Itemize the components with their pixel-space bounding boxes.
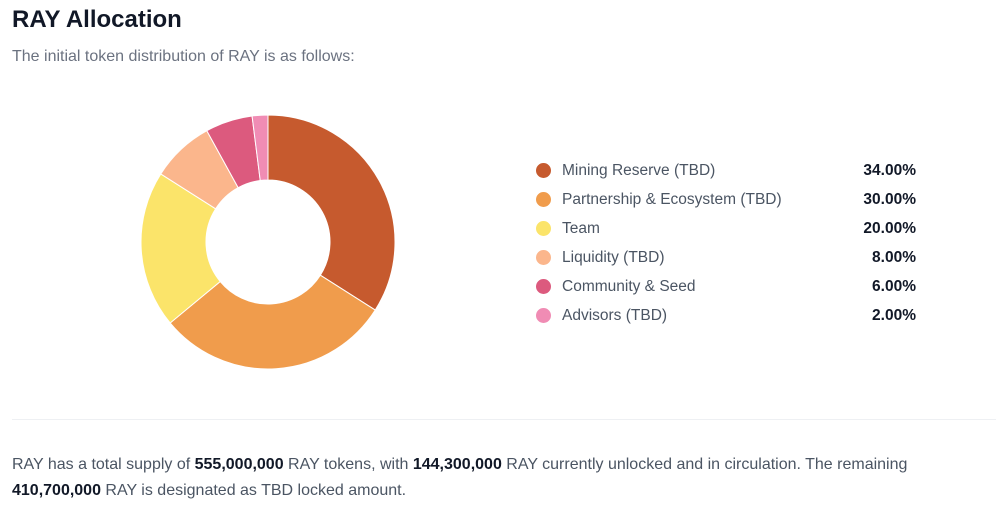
legend-item: Mining Reserve (TBD) 34.00% <box>536 156 916 185</box>
page-title: RAY Allocation <box>12 6 182 33</box>
legend-value: 8.00% <box>872 248 916 266</box>
legend-item: Team 20.00% <box>536 214 916 243</box>
text: RAY is designated as TBD locked amount. <box>100 482 407 499</box>
donut-slice[interactable] <box>169 274 376 370</box>
legend-label: Mining Reserve (TBD) <box>562 161 716 179</box>
supply-description: RAY has a total supply of 555,000,000 RA… <box>12 452 997 504</box>
donut-slice[interactable] <box>140 173 221 324</box>
legend-swatch <box>536 308 551 323</box>
donut-slice[interactable] <box>267 114 396 311</box>
legend-swatch <box>536 221 551 236</box>
legend-item: Partnership & Ecosystem (TBD) 30.00% <box>536 185 916 214</box>
page-subtitle: The initial token distribution of RAY is… <box>12 48 355 65</box>
legend-swatch <box>536 192 551 207</box>
legend-value: 20.00% <box>863 219 916 237</box>
legend-item: Advisors (TBD) 2.00% <box>536 301 916 330</box>
legend-swatch <box>536 163 551 178</box>
legend-value: 30.00% <box>863 190 916 208</box>
legend: Mining Reserve (TBD) 34.00% Partnership & … <box>536 156 916 330</box>
legend-value: 2.00% <box>872 306 916 324</box>
locked-amount: 410,700,000 <box>12 482 101 499</box>
legend-label: Partnership & Ecosystem (TBD) <box>562 190 782 208</box>
legend-item: Community & Seed 6.00% <box>536 272 916 301</box>
donut-slice[interactable] <box>251 114 269 182</box>
legend-item: Liquidity (TBD) 8.00% <box>536 243 916 272</box>
divider <box>12 419 996 420</box>
legend-label: Community & Seed <box>562 277 696 295</box>
legend-swatch <box>536 279 551 294</box>
legend-label: Team <box>562 219 600 237</box>
total-supply: 555,000,000 <box>194 456 284 473</box>
text: RAY has a total supply of <box>12 456 195 473</box>
text: RAY currently unlocked and in circulatio… <box>501 456 908 473</box>
legend-value: 34.00% <box>863 161 916 179</box>
unlocked-amount: 144,300,000 <box>412 456 502 473</box>
legend-value: 6.00% <box>872 277 916 295</box>
legend-swatch <box>536 250 551 265</box>
legend-label: Liquidity (TBD) <box>562 248 665 266</box>
text: RAY tokens, with <box>283 456 413 473</box>
legend-label: Advisors (TBD) <box>562 306 668 324</box>
donut-chart <box>140 114 396 370</box>
